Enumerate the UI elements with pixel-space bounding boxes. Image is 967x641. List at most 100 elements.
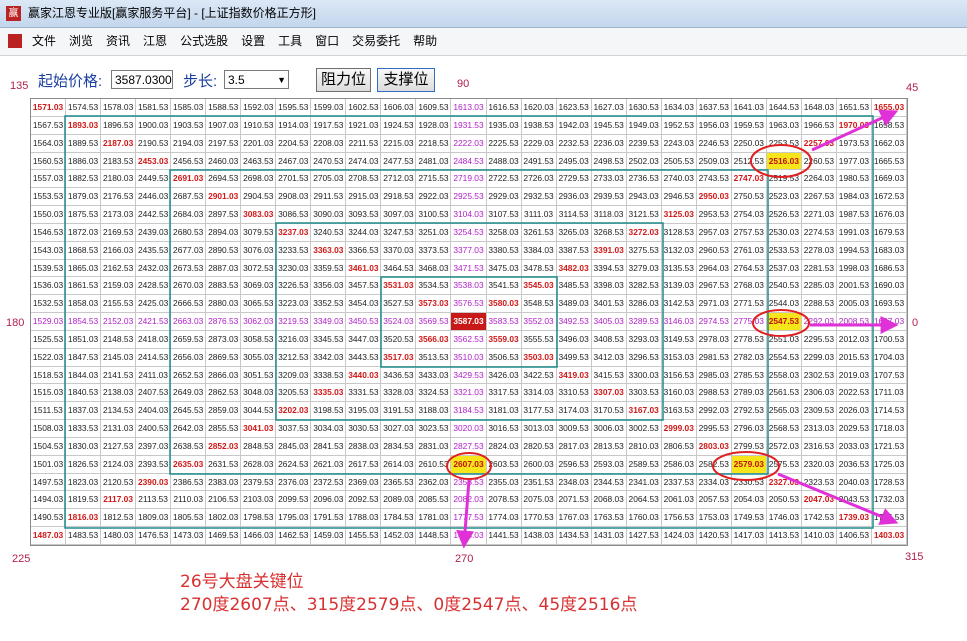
price-cell: 2614.03: [381, 455, 417, 474]
price-cell: 2964.03: [696, 259, 732, 278]
title-bar: 赢 赢家江恩专业版[赢家服务平台] - [上证指数价格正方形]: [0, 0, 967, 28]
price-cell: 2981.53: [696, 348, 732, 367]
price-cell: 2939.53: [591, 188, 627, 207]
price-cell: 2687.53: [171, 188, 207, 207]
price-cell: 2568.53: [766, 420, 802, 438]
price-cell: 1543.03: [31, 241, 67, 260]
price-cell: 3566.03: [416, 330, 452, 349]
price-cell: 2061.03: [661, 491, 697, 510]
price-cell: 1987.53: [836, 206, 872, 224]
price-cell: 1812.53: [101, 509, 137, 528]
price-cell: 1938.53: [521, 116, 557, 135]
price-cell: 1424.03: [661, 527, 697, 545]
price-cell: 2054.03: [731, 491, 767, 510]
price-cell: 3055.03: [241, 348, 277, 367]
menu-item[interactable]: 交易委托: [352, 34, 401, 48]
price-cell: 1805.53: [171, 509, 207, 528]
support-button[interactable]: 支撑位: [377, 68, 435, 92]
menu-item[interactable]: 江恩: [143, 34, 168, 48]
menu-item[interactable]: 设置: [241, 34, 266, 48]
price-cell: 2162.53: [101, 259, 137, 278]
price-cell: 1637.53: [696, 99, 732, 117]
price-cell: 2099.53: [276, 491, 312, 510]
price-cell: 3226.53: [276, 277, 312, 296]
price-cell: 2026.03: [836, 402, 872, 421]
price-cell: 2607.03: [451, 455, 487, 474]
menu-item[interactable]: 资讯: [106, 34, 131, 48]
price-cell: 2285.03: [801, 277, 837, 296]
price-cell: 1434.53: [556, 527, 592, 545]
price-cell: 2383.03: [206, 473, 242, 492]
menu-item[interactable]: 浏览: [69, 34, 94, 48]
resistance-button[interactable]: 阻力位: [316, 68, 371, 92]
price-cell: 3247.53: [381, 223, 417, 242]
price-cell: 2722.53: [486, 170, 522, 189]
price-cell: 2880.03: [206, 295, 242, 314]
price-cell: 2670.03: [171, 277, 207, 296]
price-cell: 2551.03: [766, 330, 802, 349]
price-cell: 1963.03: [766, 116, 802, 135]
price-cell: 1886.03: [66, 152, 102, 171]
price-cell: 1847.53: [66, 348, 102, 367]
price-cell: 2327.03: [766, 473, 802, 492]
price-cell: 3065.53: [241, 295, 277, 314]
price-cell: 3475.03: [486, 259, 522, 278]
price-cell: 2589.53: [626, 455, 662, 474]
price-cell: 3167.03: [626, 402, 662, 421]
price-cell: 3447.03: [346, 330, 382, 349]
price-cell: 2999.03: [661, 420, 697, 438]
price-cell: 2953.53: [696, 206, 732, 224]
price-cell: 1781.03: [416, 509, 452, 528]
price-cell: 1571.03: [31, 99, 67, 117]
price-cell: 3496.03: [556, 330, 592, 349]
price-cell: 2897.53: [206, 206, 242, 224]
price-cell: 3317.53: [486, 384, 522, 403]
price-cell: 2456.53: [171, 152, 207, 171]
price-cell: 2414.53: [136, 348, 172, 367]
step-select[interactable]: 3.5 ▼: [224, 70, 289, 89]
price-cell: 3587.03: [451, 313, 487, 331]
price-cell: 2827.53: [451, 437, 487, 456]
price-cell: 3485.53: [556, 277, 592, 296]
price-cell: 2397.03: [136, 437, 172, 456]
menu-item[interactable]: 帮助: [413, 34, 438, 48]
price-cell: 2288.53: [801, 295, 837, 314]
start-price-input[interactable]: 3587.0300: [111, 70, 173, 89]
price-cell: 1823.03: [66, 473, 102, 492]
price-cell: 3345.53: [311, 330, 347, 349]
price-cell: 3216.03: [276, 330, 312, 349]
price-cell: 2124.03: [101, 455, 137, 474]
price-cell: 3464.53: [381, 259, 417, 278]
price-cell: 2838.03: [346, 437, 382, 456]
price-cell: 2806.53: [661, 437, 697, 456]
price-cell: 2274.53: [801, 223, 837, 242]
price-cell: 3534.53: [416, 277, 452, 296]
price-cell: 3538.03: [451, 277, 487, 296]
price-cell: 2890.53: [206, 241, 242, 260]
menu-item[interactable]: 文件: [32, 34, 57, 48]
price-cell: 2358.53: [451, 473, 487, 492]
price-cell: 2316.53: [801, 437, 837, 456]
price-cell: 2187.03: [101, 134, 137, 153]
price-cell: 1431.03: [591, 527, 627, 545]
menu-item[interactable]: 公式选股: [180, 34, 229, 48]
price-cell: 3429.53: [451, 366, 487, 385]
menu-item[interactable]: 窗口: [315, 34, 340, 48]
menu-items: 文件 浏览 资讯 江恩 公式选股 设置 工具 窗口 交易委托 帮助: [32, 28, 437, 55]
price-cell: 3156.53: [661, 366, 697, 385]
price-cell: 2908.03: [276, 188, 312, 207]
price-cell: 3195.03: [346, 402, 382, 421]
price-cell: 2519.53: [766, 170, 802, 189]
price-cell: 1634.03: [661, 99, 697, 117]
price-cell: 2579.03: [731, 455, 767, 474]
price-cell: 1679.53: [871, 223, 907, 242]
price-cell: 2694.53: [206, 170, 242, 189]
price-cell: 2824.03: [486, 437, 522, 456]
menu-item[interactable]: 工具: [278, 34, 303, 48]
price-cell: 1522.03: [31, 348, 67, 367]
price-cell: 1788.03: [346, 509, 382, 528]
angle-label: 45: [906, 82, 919, 94]
price-cell: 1564.03: [31, 134, 67, 153]
price-cell: 1966.53: [801, 116, 837, 135]
price-cell: 1567.53: [31, 116, 67, 135]
